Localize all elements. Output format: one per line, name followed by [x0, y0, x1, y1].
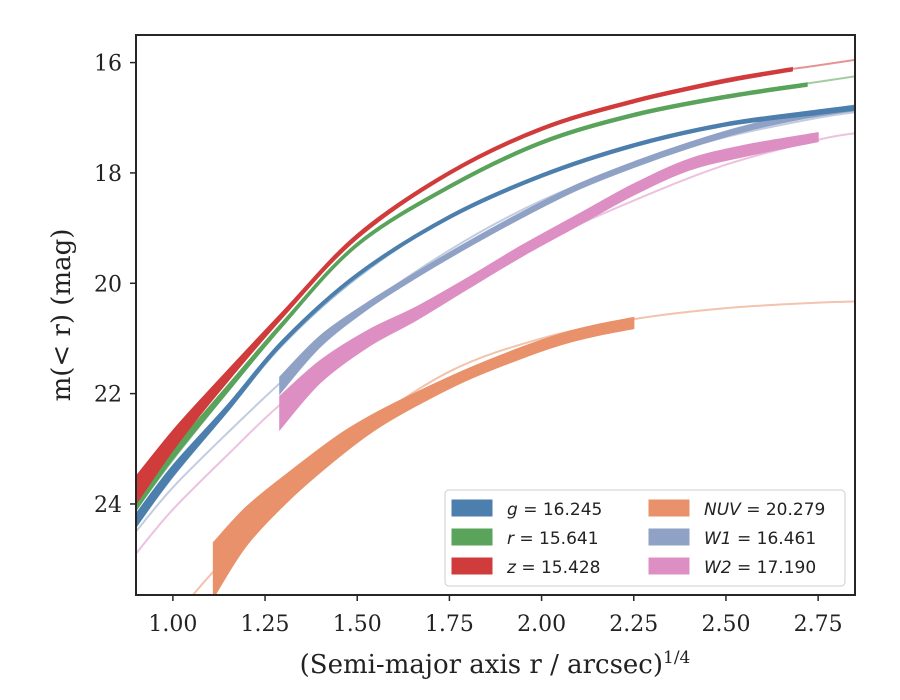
legend-label-r: r = 15.641: [507, 529, 599, 549]
x-axis-ticks: 1.00 1.25 1.50 1.75 2.00 2.25 2.50 2.75: [148, 595, 843, 637]
x-tick-label: 2.50: [701, 612, 750, 637]
series-layer: [136, 58, 855, 595]
model-curve-w1: [136, 111, 855, 533]
x-tick-label: 2.25: [609, 612, 658, 637]
legend: g = 16.245 r = 15.641 z = 15.428 NUV = 20.2…: [444, 489, 846, 587]
data-band-w2: [279, 131, 819, 432]
data-band-w1: [279, 104, 855, 396]
y-tick-label: 16: [94, 52, 122, 77]
legend-label-g: g = 16.245: [507, 500, 602, 520]
legend-box: [444, 489, 846, 587]
y-tick-label: 18: [94, 162, 122, 187]
legend-swatch-w1: [648, 528, 690, 546]
plot-frame: [135, 34, 856, 596]
legend-label-w2: W2 = 17.190: [704, 558, 816, 578]
y-axis-ticks: 16 18 20 22 24: [94, 52, 136, 518]
y-tick-label: 24: [94, 493, 122, 518]
legend-label-nuv: NUV = 20.279: [704, 500, 825, 520]
x-tick-label: 2.00: [517, 612, 566, 637]
legend-swatch-r: [451, 528, 493, 546]
legend-label-w1: W1 = 16.461: [704, 529, 816, 549]
data-band-g: [136, 105, 855, 529]
data-band-r: [136, 82, 808, 512]
legend-swatch-z: [451, 557, 493, 575]
x-axis-label: (Semi-major axis r / arcsec)1/4: [300, 648, 691, 680]
y-axis-label: m(< r) (mag): [47, 229, 77, 402]
legend-label-z: z = 15.428: [506, 558, 600, 578]
x-axis-label-superscript: 1/4: [663, 648, 690, 668]
model-curve-g: [136, 105, 855, 527]
x-tick-label: 2.75: [794, 612, 843, 637]
x-tick-label: 1.75: [425, 612, 474, 637]
y-tick-label: 22: [94, 383, 122, 408]
x-tick-label: 1.25: [241, 612, 290, 637]
x-tick-label: 1.50: [333, 612, 382, 637]
legend-swatch-g: [451, 499, 493, 517]
x-tick-label: 1.00: [148, 612, 197, 637]
legend-swatch-w2: [648, 557, 690, 575]
legend-swatch-nuv: [648, 499, 690, 517]
data-band-nuv: [212, 316, 635, 595]
x-axis-label-main: (Semi-major axis r / arcsec): [300, 650, 663, 680]
data-band-z: [136, 66, 793, 506]
y-tick-label: 20: [94, 272, 122, 297]
model-curve-r: [136, 75, 855, 511]
